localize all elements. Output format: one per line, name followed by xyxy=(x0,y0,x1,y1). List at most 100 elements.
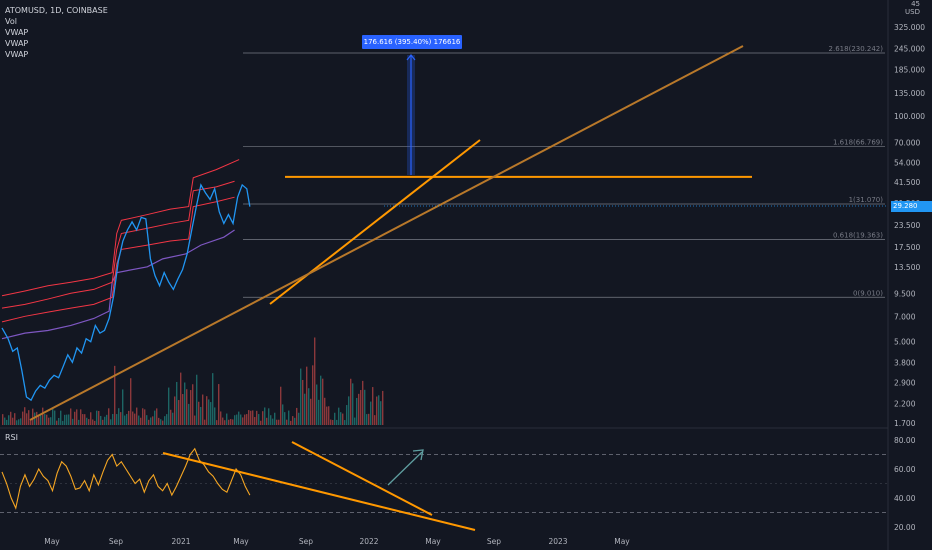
volume-bar xyxy=(374,415,376,425)
volume-bar xyxy=(366,414,368,425)
volume-bar xyxy=(310,398,312,425)
rsi-tick-label: 40.00 xyxy=(894,494,916,503)
rsi-tick-label: 20.00 xyxy=(894,523,916,532)
price-tick-label: 9.500 xyxy=(894,289,916,298)
volume-bar xyxy=(182,394,184,425)
fib-level-label: 2.618(230.242) xyxy=(829,45,884,53)
price-tick-label: 41.500 xyxy=(894,178,920,187)
legend-vol[interactable]: Vol xyxy=(5,17,17,26)
volume-bar xyxy=(204,419,206,425)
measure-label: 176.616 (395.40%) 176616 xyxy=(362,35,462,49)
rsi-label[interactable]: RSI xyxy=(5,433,18,442)
volume-bar xyxy=(352,383,354,425)
legend-vwap-3[interactable]: VWAP xyxy=(5,50,29,59)
legend-vwap-1[interactable]: VWAP xyxy=(5,28,29,37)
volume-bar xyxy=(208,399,210,425)
price-tick-label: 245.000 xyxy=(894,44,925,53)
volume-bar xyxy=(358,393,360,425)
volume-bar xyxy=(368,413,370,425)
volume-bar xyxy=(234,415,236,425)
volume-bar xyxy=(30,419,32,425)
vwap-lower-band xyxy=(1,229,235,340)
volume-bar xyxy=(58,417,60,425)
volume-bar xyxy=(292,416,294,425)
volume-bar xyxy=(328,406,330,425)
rsi-projection-arrowhead xyxy=(412,449,424,461)
volume-bar xyxy=(102,419,104,425)
time-tick-label: 2022 xyxy=(359,537,378,546)
volume-bar xyxy=(100,415,102,425)
volume-bar xyxy=(26,413,28,425)
volume-bar xyxy=(38,414,40,425)
price-line xyxy=(1,183,251,402)
legend-vwap-2[interactable]: VWAP xyxy=(5,39,29,48)
volume-bar xyxy=(114,365,116,425)
time-tick-label: May xyxy=(425,537,441,546)
volume-bar xyxy=(308,388,310,425)
volume-bar xyxy=(256,410,258,425)
volume-bar xyxy=(146,415,148,425)
volume-bar xyxy=(262,411,264,425)
volume-bar xyxy=(74,411,76,425)
volume-bar xyxy=(110,419,112,425)
volume-bar xyxy=(236,414,238,425)
volume-bar xyxy=(140,417,142,425)
volume-bar xyxy=(142,408,144,425)
volume-bar xyxy=(214,407,216,425)
volume-bar xyxy=(2,414,4,425)
volume-bar xyxy=(120,412,122,425)
volume-bar xyxy=(138,415,140,425)
volume-bar xyxy=(376,396,378,425)
volume-bar xyxy=(106,414,108,425)
volume-bar xyxy=(54,410,56,425)
volume-bar xyxy=(334,412,336,425)
volume-bar xyxy=(284,412,286,425)
time-tick-label: May xyxy=(233,537,249,546)
scale-header: 45 USD xyxy=(905,0,920,16)
volume-bar xyxy=(294,417,296,425)
volume-bar xyxy=(92,419,94,425)
volume-bar xyxy=(118,408,120,425)
volume-bar xyxy=(90,412,92,425)
price-tick-label: 325.000 xyxy=(894,23,925,32)
volume-bar xyxy=(250,410,252,425)
price-tick-label: 185.000 xyxy=(894,65,925,74)
fib-level-label: 0(9.010) xyxy=(853,289,883,297)
rsi-tick-label: 60.00 xyxy=(894,465,916,474)
volume-bar xyxy=(340,412,342,425)
volume-bar xyxy=(282,404,284,425)
volume-bar xyxy=(126,413,128,425)
volume-bar xyxy=(184,382,186,425)
volume-bar xyxy=(104,416,106,425)
scale-currency: USD xyxy=(905,8,920,16)
volume-bar xyxy=(192,384,194,425)
volume-bar xyxy=(88,419,90,425)
volume-bar xyxy=(112,414,114,425)
volume-bar xyxy=(330,419,332,425)
volume-bar xyxy=(160,419,162,425)
volume-bar xyxy=(332,420,334,425)
volume-bar xyxy=(48,417,50,425)
volume-bar xyxy=(212,373,214,425)
long-trendline xyxy=(29,45,744,421)
volume-bar xyxy=(162,420,164,425)
volume-bar xyxy=(22,411,24,425)
volume-bar xyxy=(178,400,180,425)
price-tick-label: 2.200 xyxy=(894,400,916,409)
volume-bar xyxy=(124,415,126,425)
volume-bar xyxy=(200,406,202,425)
time-tick-label: 2021 xyxy=(171,537,190,546)
volume-bar xyxy=(66,414,68,425)
volume-bar xyxy=(44,414,46,425)
volume-bar xyxy=(78,419,80,425)
volume-bar xyxy=(342,413,344,425)
volume-bar xyxy=(28,410,30,425)
volume-bar xyxy=(344,420,346,425)
symbol-line[interactable]: ATOMUSD, 1D, COINBASE xyxy=(5,6,108,15)
volume-bar xyxy=(312,365,314,425)
volume-bar xyxy=(322,378,324,425)
volume-bar xyxy=(220,411,222,425)
volume-bar xyxy=(350,378,352,425)
volume-bar xyxy=(244,414,246,425)
